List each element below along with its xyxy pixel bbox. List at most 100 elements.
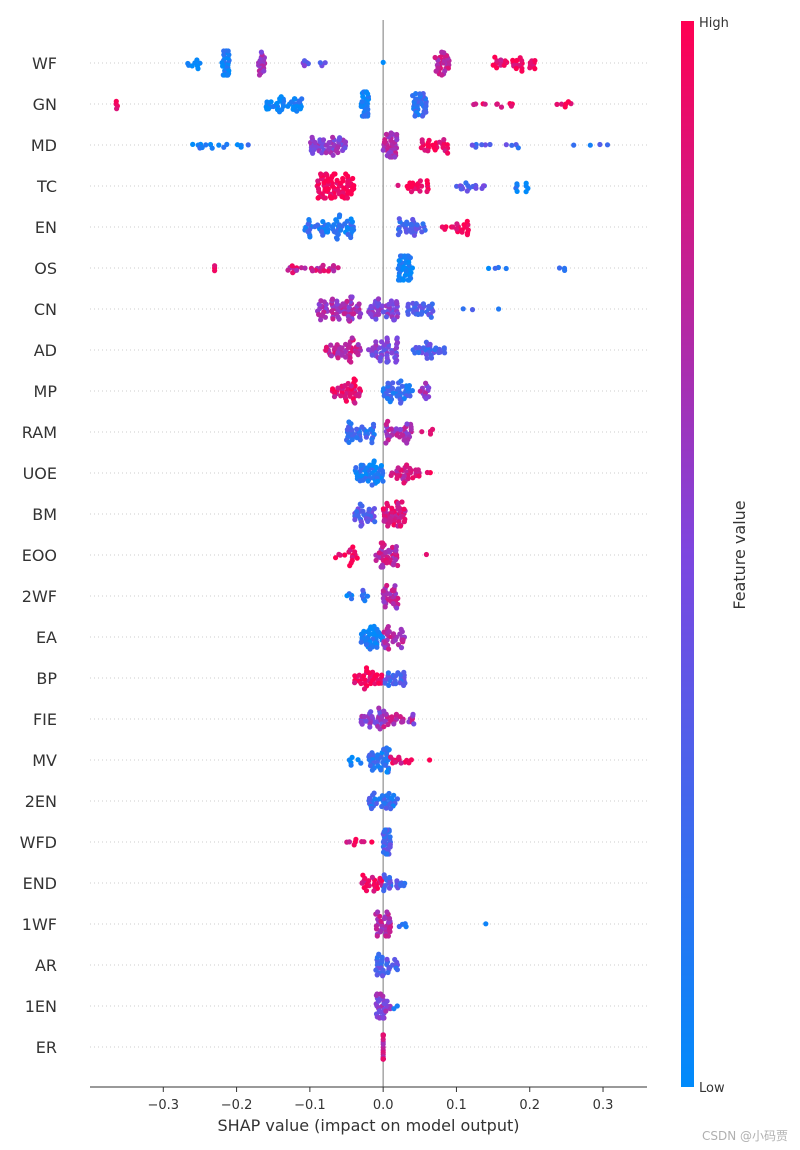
point-gn <box>362 113 368 119</box>
x-tick-label: −0.2 <box>221 1098 253 1113</box>
point-mp <box>357 386 363 392</box>
point-en <box>420 221 426 227</box>
point-end <box>382 883 388 889</box>
point-1wf <box>381 915 388 922</box>
point-end <box>360 872 366 878</box>
point-ad <box>373 339 379 345</box>
point-1wf <box>375 909 381 915</box>
point-md <box>515 145 521 151</box>
point-en <box>307 234 313 240</box>
point-end <box>398 882 404 889</box>
point-eoo <box>378 540 384 546</box>
point-ea <box>374 626 380 633</box>
point-mp <box>387 399 393 405</box>
point-mp <box>381 386 387 392</box>
point-end <box>369 874 375 881</box>
point-cn <box>322 314 328 320</box>
x-tick-label: 0.2 <box>519 1098 540 1113</box>
point-ram <box>397 434 403 440</box>
point-gn <box>494 101 500 107</box>
x-axis-ticks: −0.3 −0.2 −0.1 0.0 0.1 0.2 0.3 <box>148 1087 614 1113</box>
point-mp <box>335 385 341 391</box>
point-en <box>331 222 337 228</box>
point-bm <box>401 519 407 525</box>
point-gn <box>413 96 419 102</box>
point-wfd <box>381 829 387 835</box>
point-ad <box>343 354 349 360</box>
point-cn <box>420 301 426 307</box>
point-gn <box>113 98 119 104</box>
point-1wf <box>403 924 409 930</box>
point-wfd <box>369 839 375 845</box>
point-mp <box>395 386 401 392</box>
point-en <box>348 216 354 222</box>
point-wf <box>195 66 201 72</box>
point-1en <box>377 991 384 997</box>
point-fie <box>389 714 395 720</box>
point-ar <box>394 967 400 973</box>
point-uoe <box>378 463 384 469</box>
point-mp <box>394 393 400 399</box>
point-ad <box>328 342 334 348</box>
point-md <box>203 142 209 148</box>
point-cn <box>415 311 421 317</box>
point-tc <box>331 171 337 177</box>
point-md <box>597 141 603 148</box>
point-ad <box>369 352 375 358</box>
point-gn <box>268 99 274 105</box>
point-wf <box>301 63 307 69</box>
point-2en <box>372 796 378 802</box>
point-mv <box>369 767 375 773</box>
feature-label-2en: 2EN <box>25 792 57 811</box>
point-os <box>556 265 563 271</box>
point-os <box>325 268 331 274</box>
point-md <box>320 137 327 143</box>
point-2wf <box>360 587 366 594</box>
point-uoe <box>371 458 377 464</box>
point-en <box>319 229 325 235</box>
feature-label-en: EN <box>35 218 57 237</box>
point-md <box>309 134 315 140</box>
point-tc <box>315 178 321 184</box>
point-mv <box>381 746 387 753</box>
point-eoo <box>342 552 348 558</box>
point-bp <box>352 673 358 679</box>
point-gn <box>294 108 300 114</box>
point-cn <box>391 317 397 323</box>
point-bp <box>363 665 370 671</box>
point-md <box>388 130 394 136</box>
point-wf <box>502 58 508 64</box>
point-bm <box>366 506 372 512</box>
point-gn <box>423 109 429 115</box>
point-1wf <box>377 913 383 919</box>
point-md <box>587 142 593 148</box>
point-en <box>464 232 470 238</box>
point-uoe <box>380 478 386 484</box>
point-gn <box>565 99 572 105</box>
point-en <box>396 216 402 222</box>
point-2wf <box>380 588 386 594</box>
point-ea <box>390 631 397 637</box>
point-mv <box>427 757 433 763</box>
x-tick-label: 0.3 <box>593 1098 614 1113</box>
point-en <box>404 219 410 225</box>
point-2en <box>371 790 377 796</box>
point-wf <box>261 68 267 74</box>
feature-label-cn: CN <box>34 300 57 319</box>
point-1wf <box>374 933 380 939</box>
point-bm <box>399 499 405 505</box>
point-mv <box>388 754 394 760</box>
point-md <box>441 137 447 143</box>
feature-labels: WF GN MD TC EN OS CN AD MP RAM UOE BM EOO 2WF EA BP FIE M… <box>20 54 58 1057</box>
point-md <box>323 150 329 156</box>
point-fie <box>397 714 403 720</box>
point-bm <box>385 523 391 529</box>
point-wf <box>501 62 507 68</box>
point-mv <box>367 763 374 769</box>
point-end <box>386 874 393 881</box>
point-cn <box>368 311 374 317</box>
point-md <box>216 142 222 148</box>
point-bm <box>384 500 390 506</box>
point-ad <box>437 349 443 355</box>
point-ad <box>332 345 338 351</box>
